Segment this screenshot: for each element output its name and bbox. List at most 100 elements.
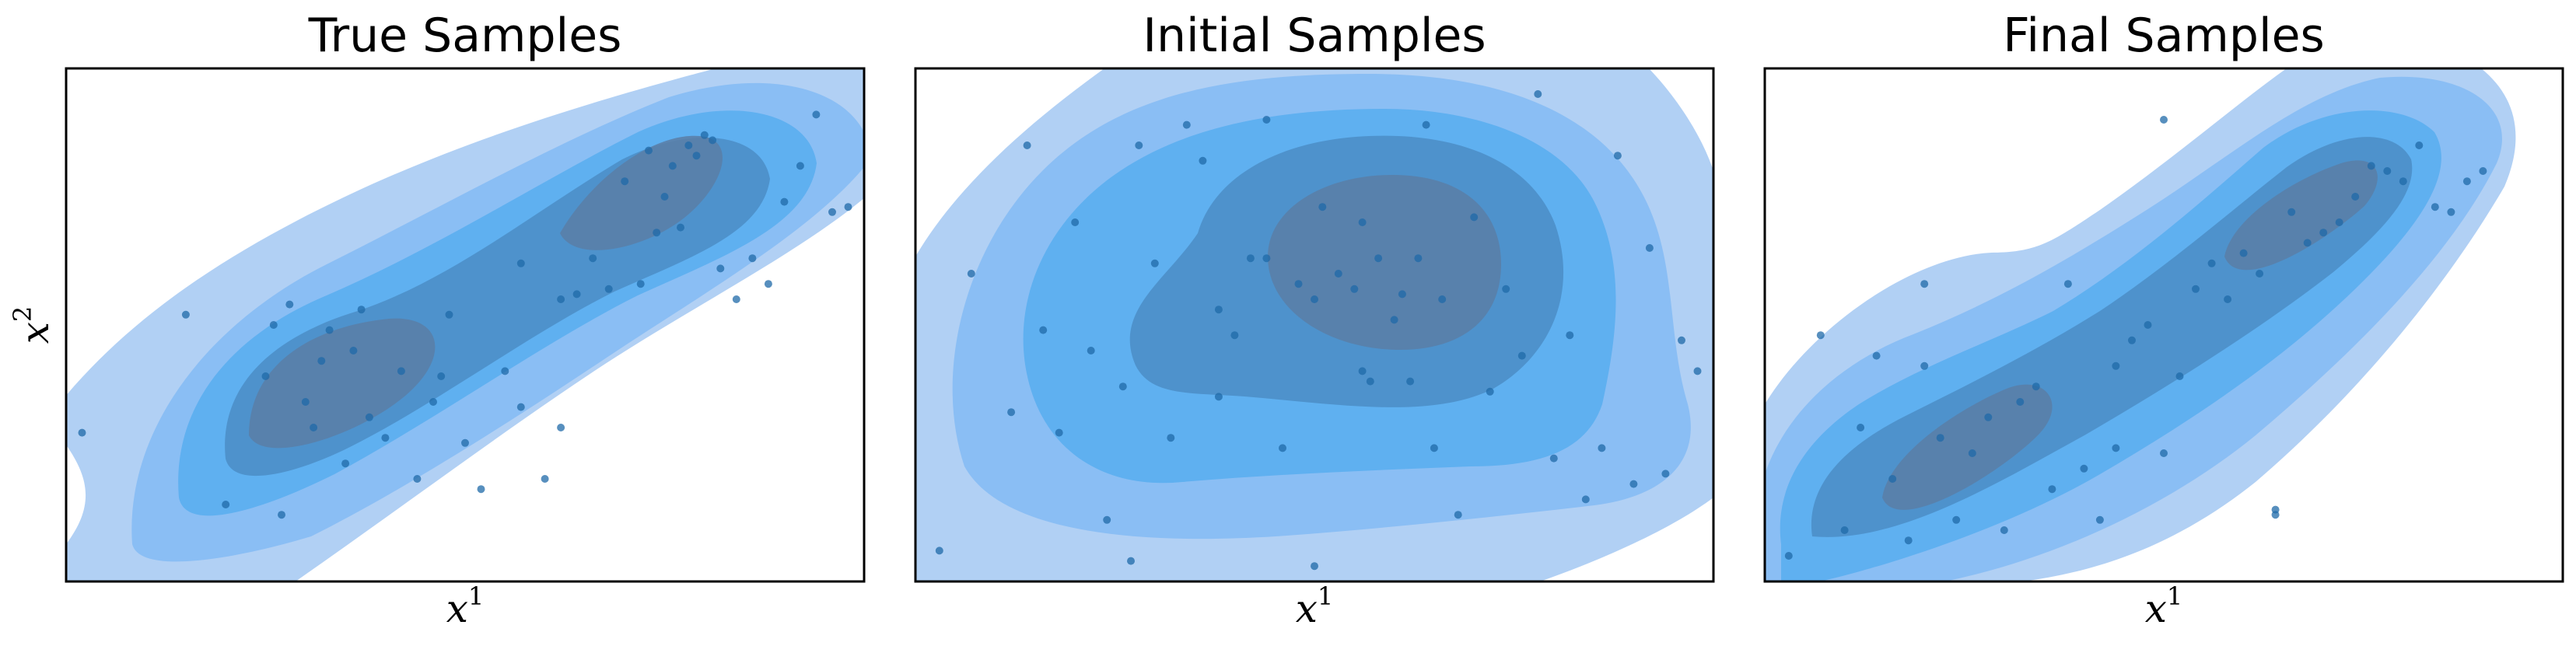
sample-point	[2032, 382, 2040, 391]
sample-point	[301, 398, 310, 406]
sample-point	[1358, 218, 1367, 226]
sample-point	[700, 131, 709, 139]
sample-point	[1311, 562, 1318, 571]
sample-point	[1103, 515, 1111, 524]
sample-point	[828, 208, 836, 216]
sample-point	[2160, 116, 2168, 124]
sample-point	[796, 162, 804, 170]
sample-point	[2016, 398, 2025, 406]
sample-point	[2303, 239, 2312, 247]
sample-point	[2239, 249, 2248, 257]
sample-point	[1470, 213, 1479, 222]
sample-point	[1920, 361, 1929, 370]
sample-point	[1645, 244, 1654, 252]
sample-point	[684, 141, 693, 149]
contour-level-5	[1268, 175, 1501, 350]
sample-point	[1182, 120, 1191, 129]
sample-point	[1678, 336, 1685, 344]
x-axis-label-final: x1	[2145, 581, 2183, 631]
sample-point	[1279, 444, 1286, 452]
sample-point	[1872, 351, 1881, 360]
sample-point	[604, 285, 613, 293]
sample-point	[2287, 208, 2296, 216]
sample-point	[2128, 336, 2136, 344]
sample-point	[1398, 290, 1406, 299]
sample-point	[1438, 295, 1447, 303]
sample-point	[1422, 120, 1430, 129]
sample-point	[278, 511, 285, 519]
panel-true-samples: True Samples x1 x2	[8, 9, 866, 631]
sample-point	[516, 259, 525, 267]
sample-point	[557, 295, 565, 303]
sample-point	[1581, 495, 1590, 504]
sample-point	[1246, 254, 1255, 263]
sample-point	[501, 367, 509, 375]
contour-level-5	[249, 135, 723, 449]
sample-point	[1311, 295, 1318, 303]
sample-point	[477, 485, 485, 494]
x-axis-base: x	[1296, 586, 1318, 631]
sample-point	[668, 162, 677, 170]
sample-point	[692, 152, 701, 160]
scatter-points-final	[1784, 116, 2487, 560]
sample-point	[1023, 141, 1031, 149]
sample-point	[2192, 285, 2200, 293]
density-contours-final	[1765, 68, 2516, 581]
sample-point	[2095, 515, 2104, 524]
sample-point	[844, 203, 852, 211]
sample-point	[935, 546, 943, 555]
sample-point	[1598, 444, 1606, 452]
sample-point	[1358, 367, 1367, 375]
sample-point	[1517, 351, 1526, 360]
sample-point	[1904, 536, 1913, 545]
sample-point	[1406, 377, 1415, 386]
sample-point	[1502, 285, 1510, 293]
scatter-points-true	[78, 110, 852, 519]
plot-frame-initial	[914, 67, 1715, 583]
sample-point	[1566, 331, 1574, 340]
sample-point	[732, 295, 740, 303]
sample-point	[2112, 444, 2120, 452]
sample-point	[2399, 177, 2407, 186]
sample-point	[2319, 229, 2328, 237]
sample-point	[285, 300, 294, 309]
sample-point	[2175, 372, 2184, 380]
sample-point	[1784, 552, 1793, 560]
y-axis-sup: 2	[8, 306, 37, 322]
sample-point	[1840, 526, 1849, 534]
panel-title-final-samples: Final Samples	[2003, 9, 2325, 63]
sample-point	[1693, 367, 1702, 375]
sample-point	[317, 357, 326, 365]
sample-point	[2447, 208, 2455, 216]
sample-point	[572, 290, 581, 299]
x-axis-label-initial: x1	[1296, 581, 1334, 631]
sample-point	[397, 367, 405, 375]
plot-frame-true	[65, 67, 866, 583]
sample-point	[1214, 306, 1223, 314]
sample-point	[2431, 203, 2439, 211]
sample-point	[349, 347, 358, 354]
sample-point	[2256, 270, 2264, 278]
sample-point	[1486, 387, 1494, 396]
sample-point	[461, 438, 469, 447]
sample-point	[365, 413, 373, 421]
sample-point	[1534, 90, 1542, 98]
sample-point	[2063, 280, 2072, 288]
sample-point	[1350, 285, 1359, 293]
sample-point	[1936, 434, 1944, 442]
x-axis-label-true: x1	[446, 581, 485, 631]
sample-point	[2462, 177, 2471, 186]
sample-point	[967, 270, 975, 278]
sample-point	[645, 146, 653, 155]
sample-point	[2144, 321, 2152, 329]
x-axis-sup: 1	[2167, 581, 2182, 611]
panel-title-initial-samples: Initial Samples	[1143, 9, 1486, 63]
sample-point	[381, 434, 390, 442]
sample-point	[413, 475, 422, 483]
sample-point	[1135, 141, 1143, 149]
sample-point	[541, 475, 549, 483]
plot-frame-final	[1763, 67, 2564, 583]
sample-point	[1118, 382, 1127, 391]
sample-point	[557, 424, 565, 431]
